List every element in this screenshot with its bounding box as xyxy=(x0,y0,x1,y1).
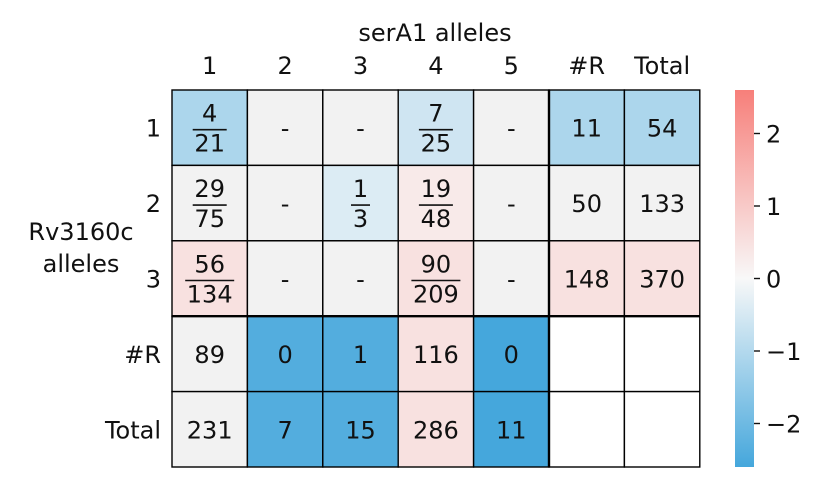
heatmap-cell xyxy=(246,390,324,468)
heatmap-cell xyxy=(397,164,475,242)
cell-value: - xyxy=(356,266,365,294)
cell-value: 54 xyxy=(647,115,678,143)
cell-value: - xyxy=(281,190,290,218)
heatmap-cell xyxy=(322,240,399,317)
y-tick-label: 1 xyxy=(146,115,161,143)
heatmap-cell xyxy=(246,89,324,167)
heatmap-cell xyxy=(322,390,399,468)
cell-value: 0 xyxy=(504,341,519,369)
cell-value: - xyxy=(507,115,516,143)
x-tick-label: 5 xyxy=(504,52,519,80)
cell-value: 1 xyxy=(353,341,368,369)
cell-denominator: 48 xyxy=(421,205,452,233)
x-tick-label: Total xyxy=(633,52,690,80)
heatmap-cell xyxy=(623,315,701,393)
cell-value: - xyxy=(281,115,290,143)
cell-numerator: 1 xyxy=(353,175,368,203)
cell-value: - xyxy=(281,266,290,294)
heatmap-cell xyxy=(322,164,399,242)
cell-value: 11 xyxy=(496,416,527,444)
heatmap-cell xyxy=(246,315,324,393)
y-tick-label: Total xyxy=(104,416,161,444)
cell-value: - xyxy=(356,115,365,143)
y-tick-label: 3 xyxy=(146,266,161,294)
heatmap-cell xyxy=(623,89,701,167)
heatmap-cell xyxy=(171,240,249,317)
cell-denominator: 25 xyxy=(421,130,452,158)
cell-value: - xyxy=(507,266,516,294)
cell-denominator: 134 xyxy=(187,281,233,309)
colorbar: 2 1 0 −1 −2 xyxy=(735,90,801,467)
colorbar-tick-label: 1 xyxy=(766,193,781,221)
cell-value: 50 xyxy=(571,190,602,218)
y-axis-label-line-1: Rv3160c xyxy=(28,218,133,246)
cell-value: 11 xyxy=(571,115,602,143)
cell-denominator: 209 xyxy=(413,281,459,309)
colorbar-tick-label: −1 xyxy=(766,338,801,366)
cell-value: 116 xyxy=(413,341,459,369)
colorbar-gradient xyxy=(735,90,754,467)
heatmap-cell xyxy=(397,390,475,468)
cell-value: 89 xyxy=(194,341,225,369)
x-tick-labels: 1 2 3 4 5 #R Total xyxy=(202,52,690,80)
y-tick-labels: 1 2 3 #R Total xyxy=(104,115,161,445)
cell-value: 0 xyxy=(277,341,292,369)
cell-value: 370 xyxy=(639,266,685,294)
cell-value: 7 xyxy=(277,416,292,444)
cell-numerator: 29 xyxy=(194,175,225,203)
heatmap-cell xyxy=(623,164,701,242)
cell-numerator: 19 xyxy=(421,175,452,203)
cell-value: 15 xyxy=(345,416,376,444)
heatmap-cell xyxy=(246,164,324,242)
colorbar-tick-label: 2 xyxy=(766,121,781,149)
heatmap-cell xyxy=(548,89,626,167)
heatmap-cell xyxy=(623,390,701,468)
y-tick-label: 2 xyxy=(146,190,161,218)
cell-numerator: 90 xyxy=(421,251,452,279)
y-tick-label: #R xyxy=(124,341,161,369)
cell-denominator: 75 xyxy=(194,205,225,233)
y-axis-label-line-2: alleles xyxy=(43,250,120,278)
x-axis-label: serA1 alleles xyxy=(358,19,511,47)
x-tick-label: #R xyxy=(568,52,605,80)
cell-numerator: 7 xyxy=(428,100,443,128)
cell-value: 133 xyxy=(639,190,685,218)
cell-value: 231 xyxy=(187,416,233,444)
cell-denominator: 3 xyxy=(353,205,368,233)
cell-numerator: 4 xyxy=(202,100,217,128)
x-tick-label: 4 xyxy=(428,52,443,80)
heatmap-cell xyxy=(548,315,626,393)
heatmap-cell xyxy=(397,240,475,317)
x-tick-label: 3 xyxy=(353,52,368,80)
x-tick-label: 1 xyxy=(202,52,217,80)
heatmap-cell xyxy=(472,240,550,317)
cell-value: 148 xyxy=(564,266,610,294)
cell-value: - xyxy=(507,190,516,218)
cell-numerator: 56 xyxy=(194,251,225,279)
heatmap-cell xyxy=(623,240,701,317)
x-tick-label: 2 xyxy=(277,52,292,80)
colorbar-tick-label: 0 xyxy=(766,266,781,294)
cell-denominator: 21 xyxy=(194,130,225,158)
colorbar-tick-label: −2 xyxy=(766,411,801,439)
heatmap-cell xyxy=(548,390,626,468)
heatmap-cell xyxy=(171,89,249,167)
cell-value: 286 xyxy=(413,416,459,444)
